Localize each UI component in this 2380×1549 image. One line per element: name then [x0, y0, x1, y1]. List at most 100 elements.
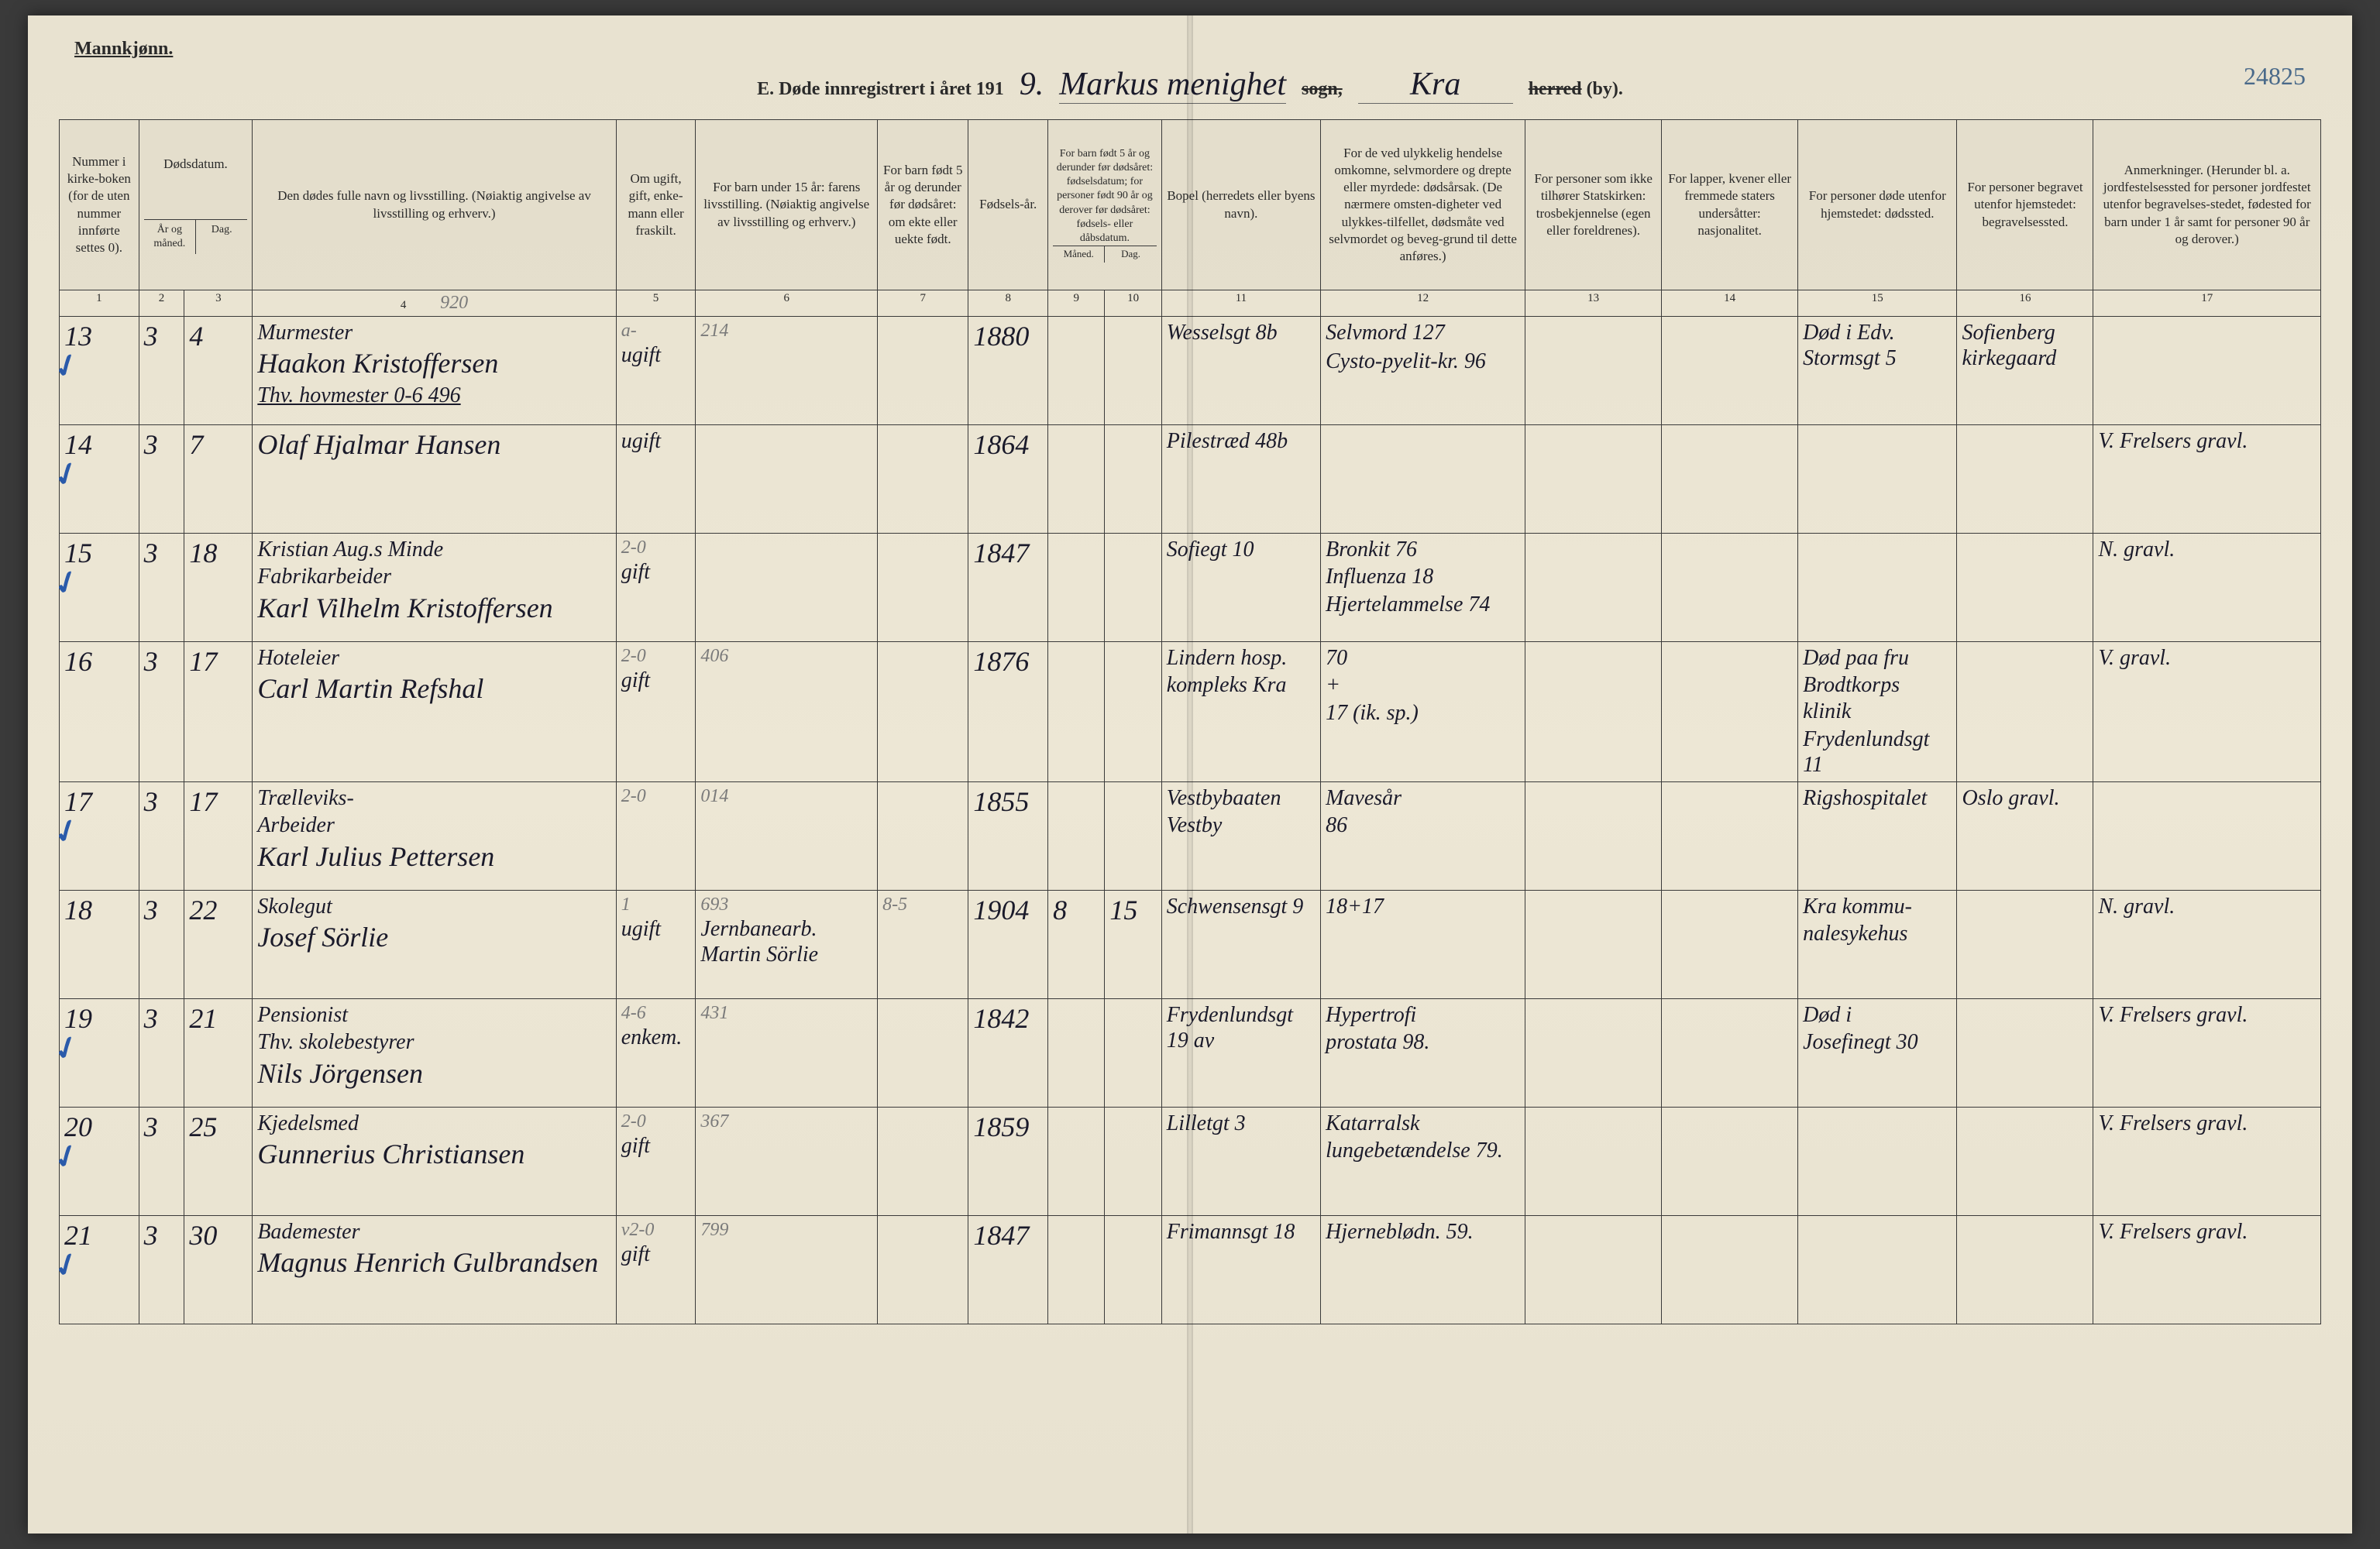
birth-year: 1904: [973, 894, 1043, 927]
birth-year: 1876: [973, 645, 1043, 678]
full-name: Karl Vilhelm Kristoffersen: [257, 592, 610, 625]
birth-year: 1859: [973, 1111, 1043, 1144]
residence: Pilestræd 48b: [1167, 428, 1316, 455]
pencil-code-6: 014: [700, 785, 872, 808]
title-prefix: E. Døde innregistrert i året 191: [757, 79, 1004, 100]
pencil-code: 2-0: [621, 785, 691, 808]
table-header: Nummer i kirke-boken (for de uten nummer…: [60, 120, 2321, 317]
pencil-code: 2-0: [621, 537, 691, 559]
residence: Schwensensgt 9: [1167, 894, 1316, 920]
full-name: Haakon Kristoffersen: [257, 347, 610, 380]
death-place: Josefinegt 30: [1803, 1029, 1952, 1056]
cause-of-death: Hjerneblødn. 59.: [1326, 1219, 1520, 1245]
pencil-code-6: 406: [700, 645, 872, 668]
marital-status: ugift: [621, 916, 691, 943]
death-place-top: Kra kommu-: [1803, 894, 1952, 920]
burial-place: Oslo gravl.: [1962, 785, 2088, 812]
birth-year: 1842: [973, 1002, 1043, 1036]
death-month: 3: [144, 645, 180, 678]
col-header-14: For lapper, kvener eller fremmede stater…: [1662, 120, 1798, 290]
pencil-code: v2-0: [621, 1219, 691, 1242]
cause-mid: Influenza 18: [1326, 564, 1520, 590]
occupation-note: Trælleviks-: [257, 785, 610, 812]
remarks: V. Frelsers gravl.: [2098, 1219, 2316, 1245]
ledger-page: 24825 Mannkjønn. E. Døde innregistrert i…: [28, 15, 2352, 1534]
occupation: Bademester: [257, 1219, 610, 1245]
table-row: ✓20325KjedelsmedGunnerius Christiansen2-…: [60, 1107, 2321, 1215]
marital-status: gift: [621, 1133, 691, 1159]
entry-number: 17: [64, 785, 134, 819]
cause-top: Hypertrofi: [1326, 1002, 1520, 1029]
residence-top: Lindern hosp.: [1167, 645, 1316, 671]
city-name: Kra: [1358, 66, 1513, 104]
cause-of-death: 86: [1326, 812, 1520, 839]
register-table: Nummer i kirke-boken (for de uten nummer…: [59, 119, 2321, 1324]
col-header-11: Bopel (herredets eller byens navn).: [1161, 120, 1320, 290]
table-row: ✓21330BademesterMagnus Henrich Gulbrands…: [60, 1215, 2321, 1324]
pencil-code: 2-0: [621, 1111, 691, 1133]
cause-of-death: lungebetændelse 79.: [1326, 1138, 1520, 1164]
entry-number: 14: [64, 428, 134, 462]
death-month: 3: [144, 894, 180, 927]
occupation: Murmester: [257, 320, 610, 346]
pencil-code-6: 367: [700, 1111, 872, 1133]
col-header-1: Nummer i kirke-boken (for de uten nummer…: [60, 120, 139, 290]
table-row: 16317HoteleierCarl Martin Refshal2-0gift…: [60, 641, 2321, 781]
pencil-code-6: 693: [700, 894, 872, 916]
full-name: Carl Martin Refshal: [257, 672, 610, 706]
cause-note: Cysto-pyelit-kr. 96: [1326, 349, 1520, 375]
death-month: 3: [144, 320, 180, 353]
column-numbers-row: 123 4 920 567 8910 111213 141516 17: [60, 290, 2321, 317]
birth-month: 8: [1053, 894, 1099, 927]
col-header-15: For personer døde utenfor hjemstedet: dø…: [1798, 120, 1957, 290]
death-month: 3: [144, 785, 180, 819]
pencil-code-7: 8-5: [882, 894, 963, 916]
death-day: 30: [189, 1219, 247, 1252]
full-name: Olaf Hjalmar Hansen: [257, 428, 610, 462]
cause-top: Katarralsk: [1326, 1111, 1520, 1137]
father-occupation: Jernbanearb. Martin Sörlie: [700, 916, 872, 968]
occupation: Fabrikarbeider: [257, 564, 610, 590]
burial-place: Sofienberg kirkegaard: [1962, 320, 2088, 372]
table-row: ✓19321PensionistThv. skolebestyrerNils J…: [60, 998, 2321, 1107]
death-day: 17: [189, 645, 247, 678]
entry-number: 13: [64, 320, 134, 353]
death-place-top: Død paa fru: [1803, 645, 1952, 671]
birth-year: 1880: [973, 320, 1043, 353]
gender-label: Mannkjønn.: [74, 39, 173, 60]
table-row: ✓15318Kristian Aug.s MindeFabrikarbeider…: [60, 533, 2321, 641]
residence-top: Vestbybaaten: [1167, 785, 1316, 812]
marital-status: ugift: [621, 342, 691, 369]
entry-number: 19: [64, 1002, 134, 1036]
table-row: ✓1437Olaf Hjalmar Hansenugift1864Pilestr…: [60, 424, 2321, 533]
full-name: Josef Sörlie: [257, 921, 610, 954]
col-header-7: For barn født 5 år og derunder før dødså…: [878, 120, 968, 290]
remarks: V. gravl.: [2098, 645, 2316, 671]
occupation-note: Kristian Aug.s Minde: [257, 537, 610, 563]
death-day: 7: [189, 428, 247, 462]
table-row: ✓17317Trælleviks-ArbeiderKarl Julius Pet…: [60, 781, 2321, 890]
death-month: 3: [144, 1111, 180, 1144]
cause-top: Bronkit 76: [1326, 537, 1520, 563]
cause-of-death: Hjertelammelse 74: [1326, 592, 1520, 618]
table-body: ✓1334MurmesterHaakon KristoffersenThv. h…: [60, 316, 2321, 1324]
birth-year: 1855: [973, 785, 1043, 819]
occupation-note: Pensionist: [257, 1002, 610, 1029]
residence: kompleks Kra: [1167, 672, 1316, 699]
occupation: Arbeider: [257, 812, 610, 839]
death-day: 22: [189, 894, 247, 927]
occupation: Kjedelsmed: [257, 1111, 610, 1137]
death-month: 3: [144, 1002, 180, 1036]
sogn-label: sogn,: [1302, 79, 1343, 100]
birth-year: 1847: [973, 537, 1043, 570]
residence: Frydenlundsgt 19 av: [1167, 1002, 1316, 1054]
residence: Sofiegt 10: [1167, 537, 1316, 563]
col-header-12: For de ved ulykkelig hendelse omkomne, s…: [1321, 120, 1525, 290]
death-day: 18: [189, 537, 247, 570]
death-day: 17: [189, 785, 247, 819]
marital-status: gift: [621, 559, 691, 586]
pencil-code: 4-6: [621, 1002, 691, 1025]
col-header-6: For barn under 15 år: farens livsstillin…: [696, 120, 878, 290]
cause-of-death: 17 (ik. sp.): [1326, 700, 1520, 726]
remarks: N. gravl.: [2098, 537, 2316, 563]
